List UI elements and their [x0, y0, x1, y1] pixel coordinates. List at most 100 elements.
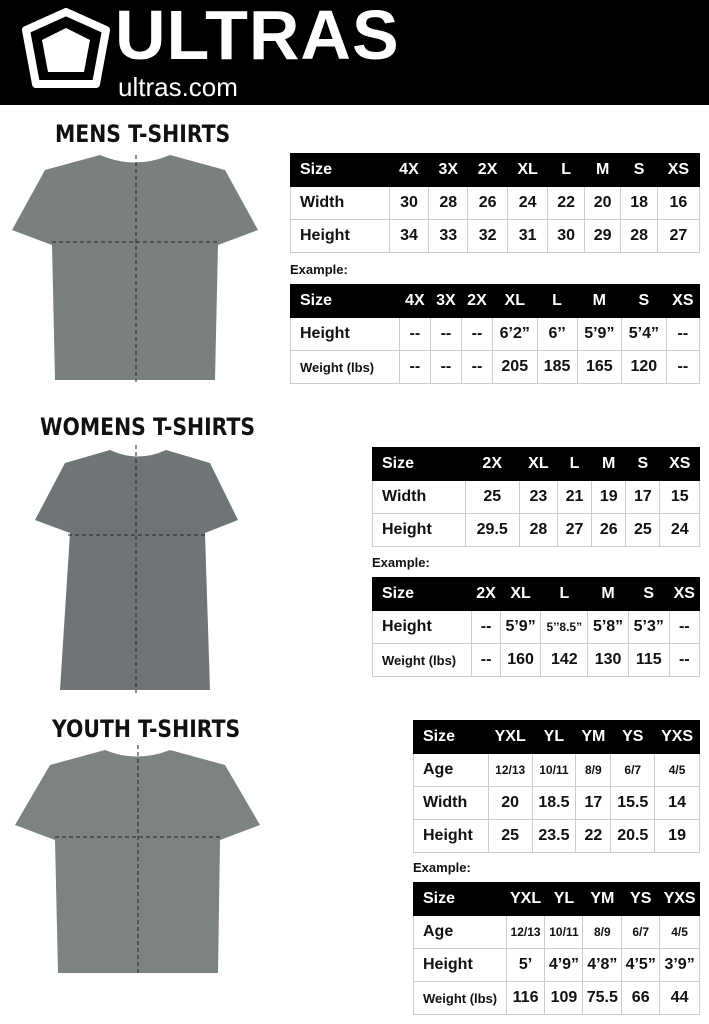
section-title-youth: YOUTH T-SHIRTS [52, 715, 241, 743]
table-cell: 21 [556, 480, 593, 514]
youth-example-label: Example: [413, 860, 471, 875]
mens-size-table: Size 4X 3X 2X XL L M S XS Width 30 28 26 24 22 20 18 16 He… [290, 153, 701, 253]
youth-example-table: Size YXL YL YM YS YXS Age 12/13 10/11 8/9 6/7 4/5 He… [413, 882, 700, 1015]
table-row: Age 12/13 10/11 8/9 6/7 4/5 [413, 915, 700, 949]
table-cell: -- [398, 317, 431, 351]
row-label: Height [371, 610, 473, 644]
table-cell: 25 [487, 819, 533, 853]
table-cell: 33 [428, 219, 469, 253]
table-cell: 27 [656, 219, 701, 253]
table-cell: 8/9 [582, 915, 623, 949]
table-cell: 4’5” [621, 948, 661, 982]
table-cell: 116 [505, 981, 546, 1015]
column-header: 3X [429, 284, 462, 318]
table-cell: -- [665, 350, 701, 384]
column-header: YS [610, 720, 656, 754]
table-cell: -- [471, 643, 501, 677]
column-header: M [583, 153, 622, 187]
mens-example-table: Size 4X 3X 2X XL L M S XS Height -- -- -- 6’2” 6’’ 5’9”… [290, 284, 701, 384]
table-cell: 185 [536, 350, 578, 384]
column-header: XL [506, 153, 549, 187]
table-row: Height 25 23.5 22 20.5 19 [413, 819, 700, 853]
table-cell: -- [665, 317, 701, 351]
table-cell: 19 [654, 819, 700, 853]
column-header: Size [413, 720, 489, 754]
table-cell: 17 [575, 786, 612, 820]
column-header: M [587, 577, 629, 611]
table-cell: 6’2” [491, 317, 538, 351]
column-header: 3X [428, 153, 469, 187]
table-cell: 66 [621, 981, 661, 1015]
table-header-row: Size 2X XL L M S XS [371, 577, 701, 611]
column-header: YL [544, 882, 584, 916]
column-header: YL [531, 720, 577, 754]
table-cell: 12/13 [505, 915, 546, 949]
table-row: Weight (lbs) 116 109 75.5 66 44 [413, 981, 700, 1015]
table-cell: 20 [583, 186, 622, 220]
table-cell: -- [668, 643, 701, 677]
column-header: YM [582, 882, 623, 916]
table-cell: 16 [656, 186, 701, 220]
youth-shirt-image [15, 745, 260, 975]
column-header: S [627, 577, 670, 611]
table-row: Height 29.5 28 27 26 25 24 [372, 513, 700, 547]
table-cell: 23 [518, 480, 558, 514]
womens-example-table: Size 2X XL L M S XS Height -- 5’9” 5’’8.5” 5’8” 5’3”… [371, 577, 701, 677]
mens-shirt-image [12, 155, 258, 382]
table-header-row: Size YXL YL YM YS YXS [413, 720, 700, 754]
table-cell: 26 [467, 186, 508, 220]
row-label: Age [413, 915, 507, 949]
table-cell: 17 [625, 480, 661, 514]
table-cell: 20 [487, 786, 533, 820]
womens-example-label: Example: [372, 555, 430, 570]
column-header: 2X [471, 577, 501, 611]
table-cell: 24 [659, 513, 700, 547]
table-row: Width 25 23 21 19 17 15 [372, 480, 700, 514]
table-row: Weight (lbs) -- 160 142 130 115 -- [371, 643, 701, 677]
column-header: Size [290, 284, 400, 318]
table-cell: 27 [556, 513, 593, 547]
table-row: Height -- -- -- 6’2” 6’’ 5’9” 5’4” -- [290, 317, 701, 351]
table-row: Height 5’ 4’9” 4’8” 4’5” 3’9” [413, 948, 700, 982]
table-cell: 29.5 [464, 513, 520, 547]
table-cell: 30 [388, 186, 430, 220]
column-header: XL [518, 447, 558, 481]
table-cell: -- [460, 350, 493, 384]
column-header: YXS [659, 882, 700, 916]
section-title-womens: WOMENS T-SHIRTS [40, 413, 256, 441]
column-header: XS [668, 577, 701, 611]
table-header-row: Size 4X 3X 2X XL L M S XS [290, 153, 701, 187]
table-cell: 10/11 [544, 915, 584, 949]
column-header: XL [491, 284, 538, 318]
table-cell: 25 [625, 513, 661, 547]
column-header: L [540, 577, 589, 611]
column-header: 2X [460, 284, 493, 318]
column-header: L [536, 284, 578, 318]
table-cell: 130 [587, 643, 629, 677]
table-cell: 22 [575, 819, 612, 853]
table-cell: 8/9 [575, 753, 612, 787]
row-label: Height [290, 317, 400, 351]
column-header: YS [621, 882, 661, 916]
table-cell: 15.5 [610, 786, 656, 820]
table-cell: 25 [464, 480, 520, 514]
table-cell: -- [471, 610, 501, 644]
column-header: 2X [464, 447, 520, 481]
column-header: YXL [487, 720, 533, 754]
youth-size-table: Size YXL YL YM YS YXS Age 12/13 10/11 8/9 6/7 4/5 Wi… [413, 720, 700, 853]
table-cell: 12/13 [487, 753, 533, 787]
table-cell: 6’’ [536, 317, 578, 351]
table-cell: 160 [499, 643, 542, 677]
column-header: YXL [505, 882, 546, 916]
column-header: M [576, 284, 623, 318]
table-row: Height -- 5’9” 5’’8.5” 5’8” 5’3” -- [371, 610, 701, 644]
section-title-mens: MENS T-SHIRTS [55, 120, 231, 148]
column-header: M [591, 447, 627, 481]
row-label: Height [372, 513, 466, 547]
table-cell: -- [429, 317, 462, 351]
column-header: L [547, 153, 585, 187]
table-cell: 34 [388, 219, 430, 253]
table-cell: 4’9” [544, 948, 584, 982]
column-header: Size [413, 882, 507, 916]
column-header: YXS [654, 720, 700, 754]
